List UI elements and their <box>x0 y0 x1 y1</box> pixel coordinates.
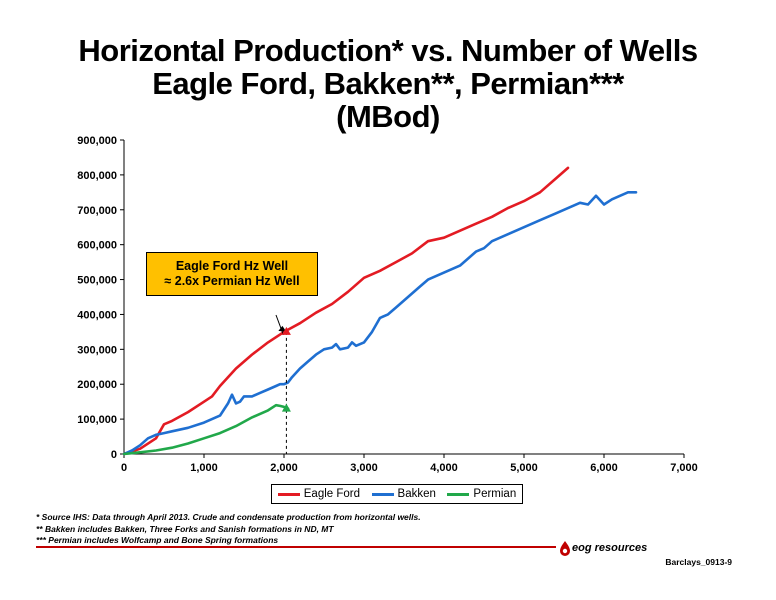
chart-legend: Eagle Ford Bakken Permian <box>271 484 523 504</box>
x-tick-label: 7,000 <box>670 462 698 474</box>
legend-swatch <box>277 492 300 496</box>
x-tick-label: 6,000 <box>590 462 618 474</box>
title-line-3: (MBod) <box>336 99 440 134</box>
legend-label: Eagle Ford <box>303 488 361 500</box>
callout-line-1: Eagle Ford Hz Well <box>175 259 289 273</box>
eagle-ford-callout: Eagle Ford Hz Well ≈ 2.6x Permian Hz Wel… <box>146 252 318 296</box>
legend-label: Bakken <box>397 488 436 500</box>
y-tick-label: 900,000 <box>77 135 117 147</box>
legend-swatch <box>371 492 394 496</box>
eog-logo: eog resources <box>558 540 658 556</box>
y-tick-label: 300,000 <box>77 344 117 356</box>
legend-item-bakken: Bakken <box>371 488 436 500</box>
y-tick-label: 100,000 <box>77 414 117 426</box>
footnote-bakken: ** Bakken includes Bakken, Three Forks a… <box>36 523 334 534</box>
footnotes: * Source IHS: Data through April 2013. C… <box>36 512 556 547</box>
permian-marker <box>281 403 291 412</box>
callout-arrow-head <box>278 325 287 332</box>
callout-arrow-line <box>275 314 284 336</box>
flame-drop-icon <box>560 541 570 556</box>
y-tick-label: 200,000 <box>77 379 117 391</box>
page-id: Barclays_0913-9 <box>665 557 732 567</box>
y-tick-label: 0 <box>111 449 117 461</box>
footer-rule <box>36 546 556 548</box>
chart-title: Horizontal Production* vs. Number of Wel… <box>0 34 776 133</box>
y-tick-label: 400,000 <box>77 309 117 321</box>
permian-line <box>122 403 290 456</box>
eagle-ford-marker <box>281 326 291 335</box>
chart-series <box>122 166 638 456</box>
y-tick-label: 800,000 <box>77 170 117 182</box>
x-tick-label: 3,000 <box>350 462 378 474</box>
title-line-2: Eagle Ford, Bakken**, Permian*** <box>152 66 624 101</box>
footnote-source: * Source IHS: Data through April 2013. C… <box>36 512 421 522</box>
x-tick-label: 2,000 <box>270 462 298 474</box>
y-tick-label: 500,000 <box>77 275 117 287</box>
chart-annotations <box>275 314 291 454</box>
footnote-permian: *** Permian includes Wolfcamp and Bone S… <box>36 535 279 545</box>
title-line-1: Horizontal Production* vs. Number of Wel… <box>78 33 698 68</box>
legend-swatch <box>447 492 470 496</box>
eagle-ford-line <box>122 166 570 456</box>
legend-label: Permian <box>473 488 517 500</box>
x-tick-label: 0 <box>121 462 127 474</box>
x-tick-label: 1,000 <box>190 462 218 474</box>
chart-axes: 0 100,000 200,000 300,000 400,000 500,000 600,… <box>77 135 698 474</box>
y-tick-label: 600,000 <box>77 240 117 252</box>
y-tick-label: 700,000 <box>77 205 117 217</box>
x-tick-label: 4,000 <box>430 462 458 474</box>
logo-text: eog resources <box>572 542 648 554</box>
callout-line-2: ≈ 2.6x Permian Hz Well <box>164 274 300 288</box>
legend-item-permian: Permian <box>447 488 516 500</box>
bakken-line <box>122 191 638 456</box>
x-tick-label: 5,000 <box>510 462 538 474</box>
legend-item-eagle-ford: Eagle Ford <box>277 488 361 500</box>
